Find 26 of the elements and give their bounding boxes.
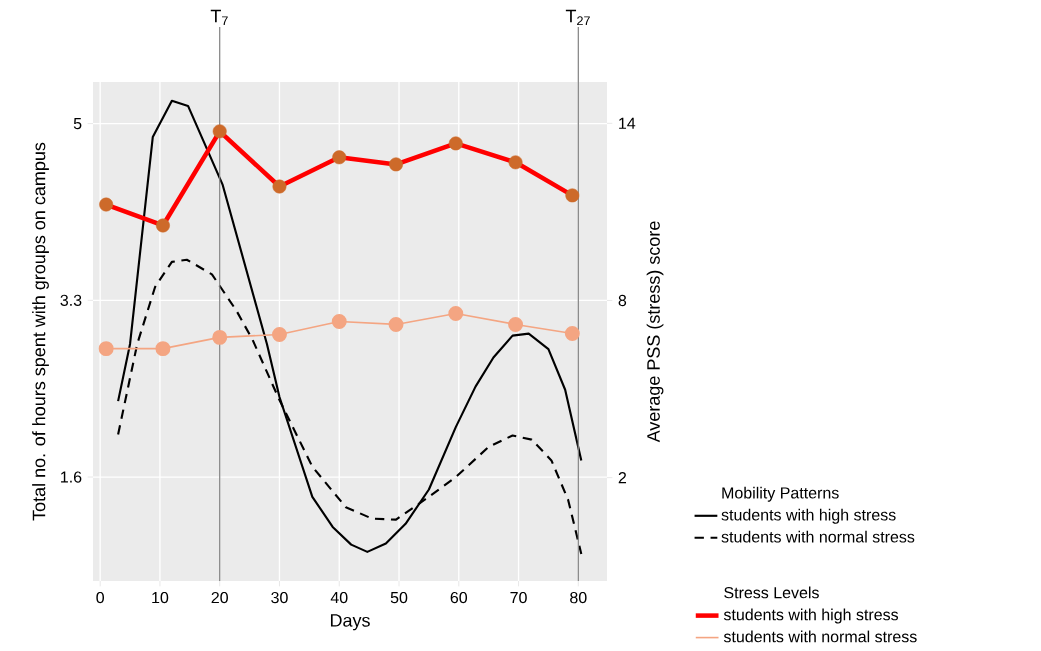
y2-tick-label: 8 [618, 294, 627, 307]
y-tick-label: 3.3 [60, 294, 82, 306]
x-tick-label: 80 [570, 591, 587, 604]
x-tick-label: 60 [450, 591, 468, 604]
x-tick-label: 40 [330, 591, 348, 604]
x-axis-title: Days [330, 614, 370, 631]
legend-label: students with high stress [721, 508, 896, 524]
x-tick-label: 0 [96, 591, 105, 604]
legend-title: Mobility Patterns [722, 486, 839, 502]
x-tick-label: 10 [152, 591, 169, 604]
legend-label: students with normal stress [721, 530, 915, 543]
x-tick-label: 50 [390, 591, 408, 604]
x-tick-label: 70 [510, 591, 527, 604]
y-tick-label: 5 [73, 118, 82, 130]
y2-tick-label: 14 [619, 117, 636, 129]
y2-axis-title: Average PSS (stress) score [646, 221, 664, 443]
ref-line-label: T$_{7}$ [210, 9, 228, 26]
text: Stress Levels [724, 586, 819, 599]
ref-line-label: T$_{27}$ [565, 9, 590, 26]
legend-label: students with high stress [723, 608, 899, 624]
y-axis-title: Total no. of hours spent with groups on campus [32, 142, 49, 521]
y-tick-label: 1.6 [61, 471, 82, 483]
y2-tick-label: 2 [618, 472, 627, 484]
legend-label: students with normal stress [723, 630, 917, 643]
x-tick-label: 20 [211, 591, 228, 604]
x-tick-label: 30 [271, 591, 288, 604]
